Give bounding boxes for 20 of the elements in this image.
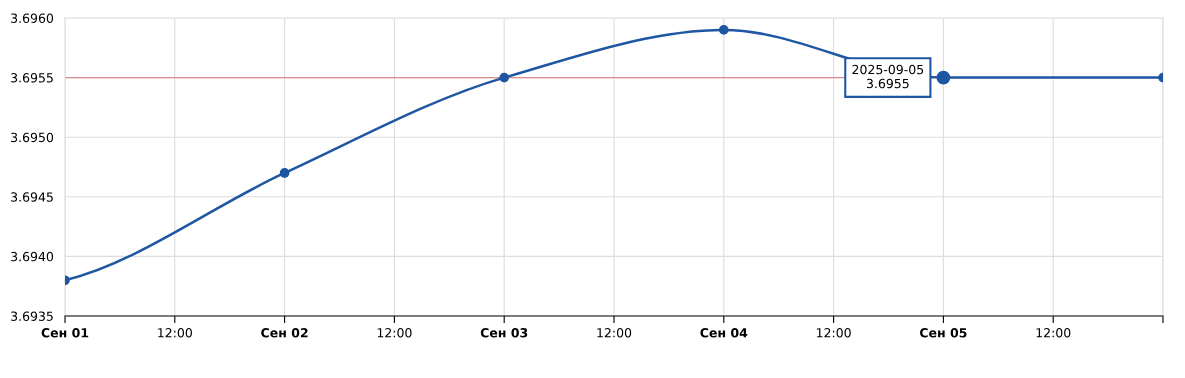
x-tick-label: Сен 01: [41, 328, 89, 338]
y-tick-label: 3.6940: [11, 251, 54, 262]
x-tick-label: 12:00: [377, 328, 412, 338]
x-tick-label: 12:00: [1036, 328, 1071, 338]
y-tick-label: 3.6935: [11, 311, 53, 321]
x-tick-label: Сен 02: [261, 328, 308, 338]
x-tick-label: Сен 04: [700, 328, 748, 338]
x-tick-label: 12:00: [816, 328, 851, 338]
annotation: 2025-09-05 3.6955: [852, 64, 924, 89]
point: [718, 25, 729, 35]
y-tick-label: 3.6945: [11, 192, 53, 202]
y-tick-label: 3.6960: [11, 13, 54, 23]
x-tick-label: Сен 05: [920, 328, 967, 338]
point: [499, 72, 510, 83]
x-tick-label: 12:00: [158, 328, 192, 338]
x-tick-label: 12:00: [597, 328, 632, 338]
point: [279, 168, 290, 178]
x-tick-label: Сен 03: [480, 328, 528, 338]
y-tick-label: 3.6950: [11, 132, 54, 143]
y-tick-label: 3.6955: [11, 73, 53, 83]
